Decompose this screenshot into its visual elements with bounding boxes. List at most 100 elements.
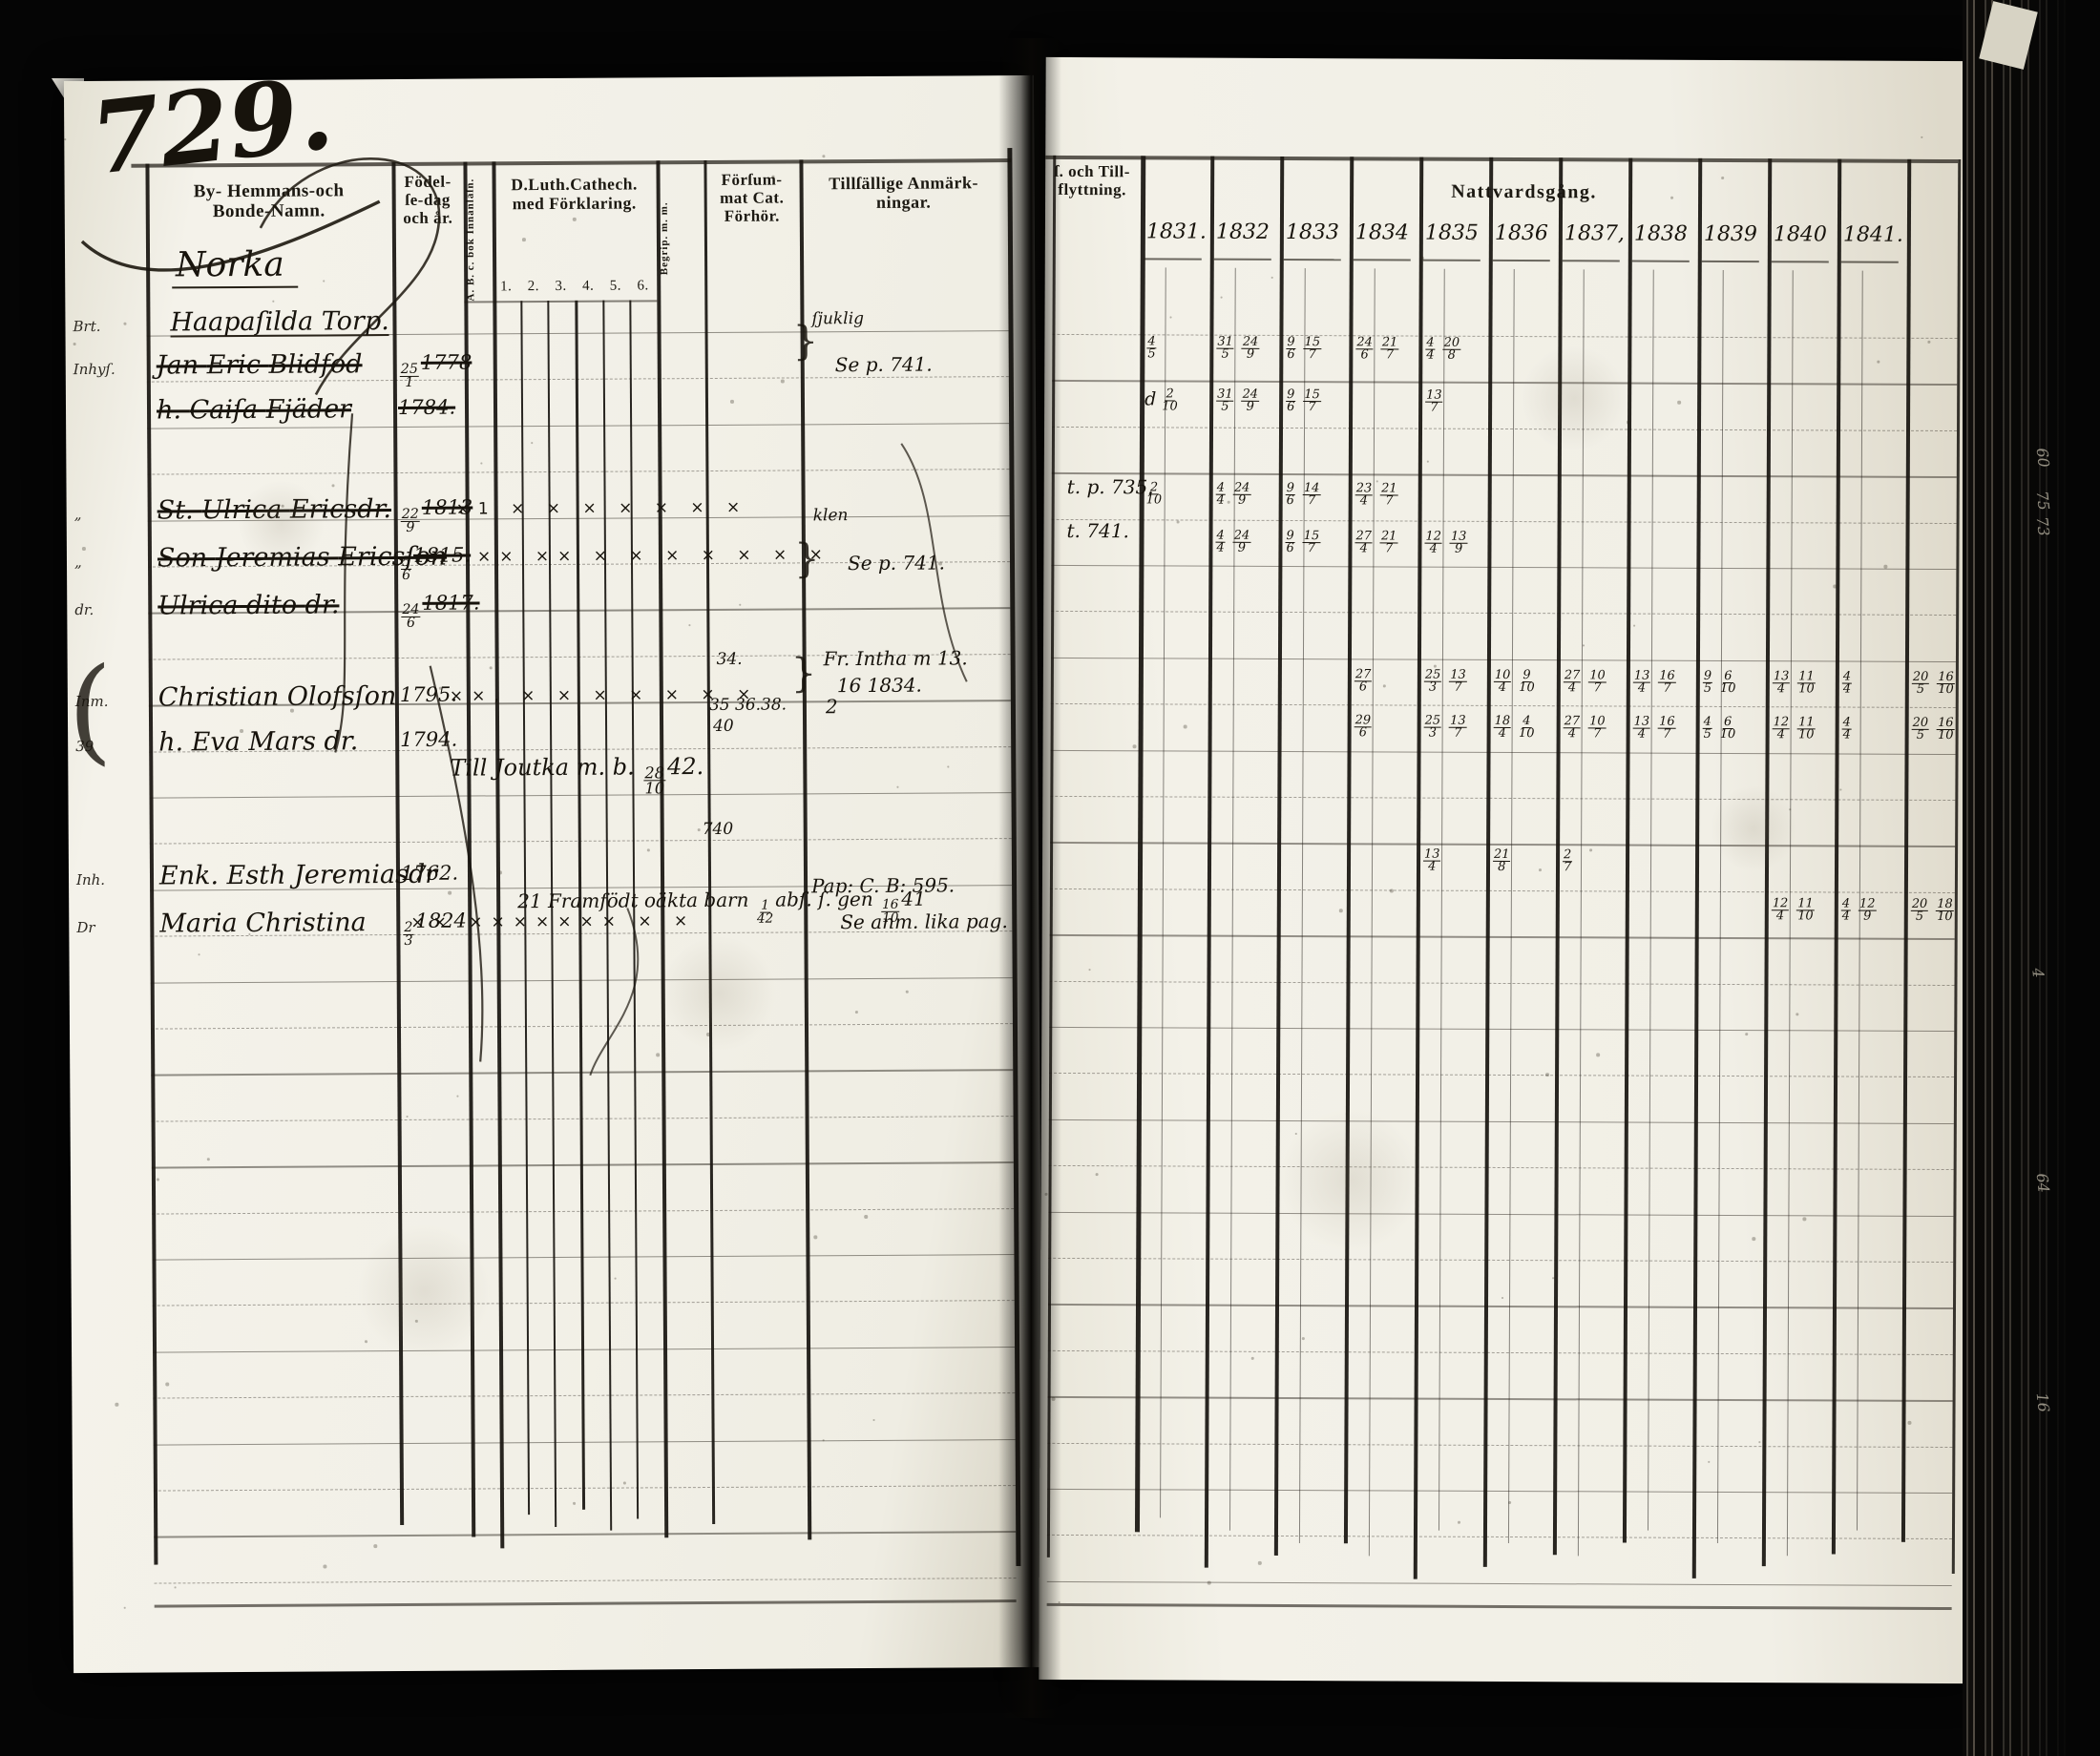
hand-token: St. [157,495,202,526]
dust-speck [480,462,482,464]
date-fraction: 1 42 [756,898,774,927]
date-fraction: 20 5 [1911,669,1930,697]
catechism-marks: ×× ×× × × × × × × × [476,545,831,567]
table-rule-horizontal [1701,260,1759,263]
date-fraction: 21 7 [1380,481,1398,509]
communion-cell: 4 4 12 9 [1839,896,1879,924]
hand-token: Ericsdr. [289,494,392,525]
catechism-subcolumn-number: 1. [500,279,513,295]
communion-cell: 9 6 15 7 [1284,387,1323,414]
year-label: 1836 [1495,221,1548,245]
date-fraction: 15 7 [1303,335,1322,362]
hand-token: Till [450,754,495,782]
table-rule-horizontal [1046,1535,1952,1540]
dust-speck [1583,644,1585,646]
hand-token: 1834. [867,673,922,697]
hand-token: dr. [74,600,94,619]
table-rule-horizontal [1631,260,1690,262]
edge-scribble: 73 [2032,515,2053,537]
hand-token: 1840 [1773,222,1827,247]
record-name: Ulrica dito dr. [158,590,339,620]
marginal-note: Se p. 741. [847,551,945,575]
record-birthdate: 25 1 1778 [398,351,472,390]
table-rule-vertical [1622,157,1632,1543]
dust-speck [905,990,909,993]
table-rule-horizontal [1048,1304,1954,1309]
edge-scribble: 4 [2028,967,2048,979]
year-label: 1840 [1773,222,1827,247]
dust-speck [248,932,250,935]
table-rule-horizontal [1049,934,1955,940]
communion-cell: 27 4 10 7 [1562,714,1608,742]
record-name: Enk. Esth Jeremiasdr [159,860,437,891]
hand-token: Son [157,543,216,574]
hand-token: 1837, [1564,221,1625,246]
year-label: 1834 [1355,220,1409,244]
dust-speck [456,1095,458,1098]
table-rule-vertical [1647,269,1654,1531]
catechism-subcolumn-number: 2. [527,279,540,295]
date-fraction: 24 6 [401,601,421,631]
marginal-note: Till Joutka m. b. 28 10 42. [450,753,704,797]
dust-speck [646,848,650,851]
dust-speck [531,442,533,444]
table-rule-horizontal [1771,261,1829,263]
table-rule-horizontal [1045,155,1959,164]
dust-speck [198,953,200,955]
table-rule-horizontal [1052,380,1958,386]
date-fraction: 11 10 [1797,715,1816,742]
date-fraction: 15 7 [1302,529,1321,555]
dust-speck [497,870,502,874]
marginal-note: } [794,534,820,581]
date-fraction: 27 4 [1563,668,1582,696]
hand-token: 1831. [1145,220,1207,244]
table-rule-vertical [656,160,668,1538]
table-rule-horizontal [1144,258,1202,261]
hand-token: t. [1066,518,1087,543]
communion-cell: 31 5 24 9 [1214,335,1261,362]
hand-token: Se [847,551,878,575]
dust-speck [947,765,949,767]
dust-speck [1139,949,1142,951]
hand-token: Dr [76,918,95,937]
hand-token: dr. [324,726,359,757]
date-fraction: 10 7 [1588,714,1606,742]
hand-token: 1835 [1424,220,1479,245]
dust-speck [1708,1460,1710,1463]
dust-speck [1839,788,1841,791]
hand-token: C. [859,873,886,898]
date-fraction: 6 10 [1719,714,1736,742]
hand-token: Se [840,909,872,934]
hand-token: Christina [245,908,367,938]
marginal-note: Se p. 741. [835,353,933,377]
hand-token: h. [158,727,192,758]
record-name: St. Ulrica Ericsdr. [157,494,392,526]
hand-token: „ [74,506,82,524]
marginal-note: } [792,317,818,364]
table-rule-vertical [704,160,716,1524]
date-fraction: 27 4 [1354,529,1373,556]
dust-speck [1294,1133,1297,1135]
table-rule-horizontal [1048,1257,1954,1264]
dust-speck [896,785,898,788]
date-fraction: 31 5 [1216,387,1234,414]
catechism-marks: ×1 × × × × × × × [455,497,749,519]
hand-token: dito [245,590,305,620]
date-fraction: 25 3 [1423,667,1442,695]
date-fraction: 24 9 [1232,480,1251,508]
date-fraction: 12 9 [1858,896,1877,924]
hand-token: p. [1086,475,1112,499]
marginal-note: 2 [826,695,838,718]
dust-speck [1088,969,1091,971]
dust-speck [115,1402,118,1407]
communion-cell: 2 10 [1144,480,1165,507]
date-fraction: 4 10 [1519,714,1535,741]
left-page-ink: 1. 2. 3. 4. 5. 6. Brt. Haapaſilda Torp. Inhyſ.… [64,75,1043,1673]
table-rule-horizontal [1046,1602,1952,1610]
year-label: 1839 [1704,222,1757,246]
table-rule-vertical [1343,157,1354,1544]
right-page: ſ. och Till- flyttning. Nattvardsgång. 1… [1039,56,1980,1684]
